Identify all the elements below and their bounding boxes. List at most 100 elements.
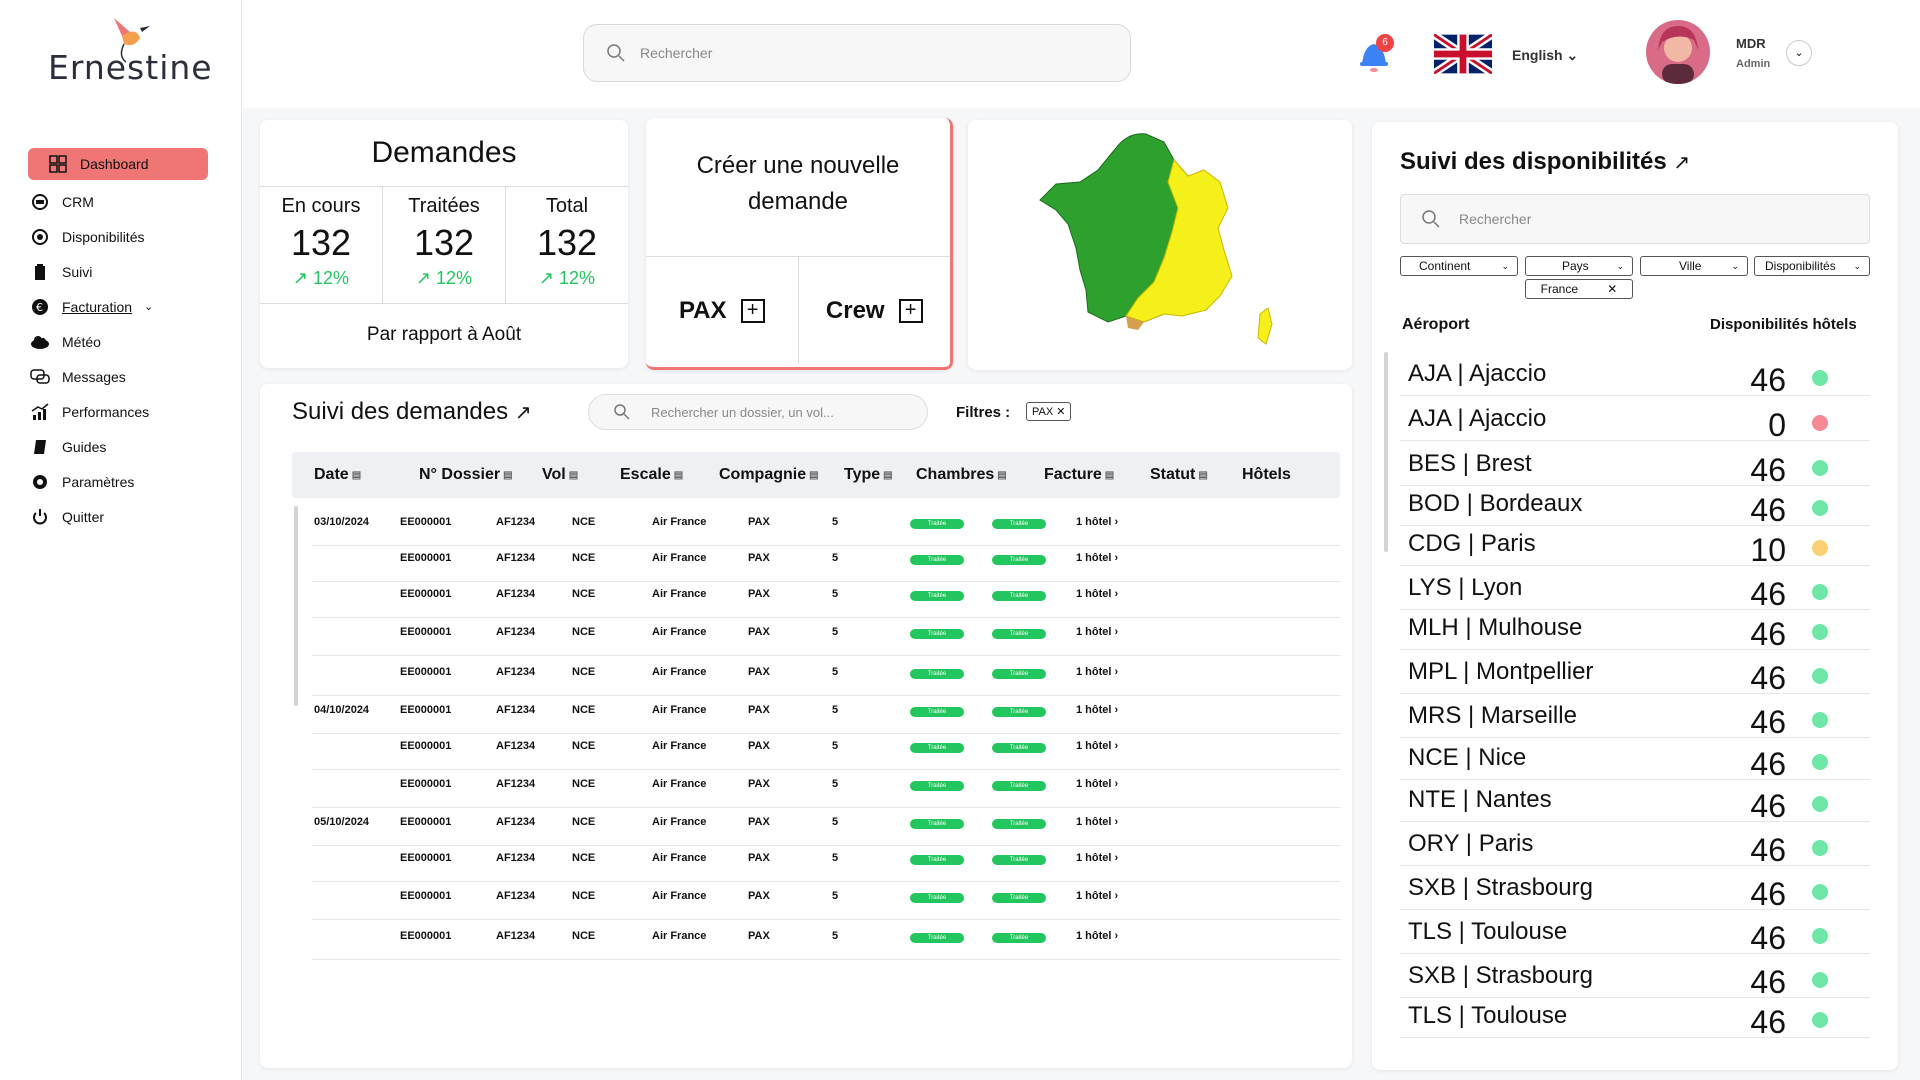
sidebar-item-quitter[interactable]: Quitter [28,499,208,534]
cell-facture: Traitée [910,552,964,565]
sidebar-item-label: Suivi [62,263,93,280]
cell-hotels[interactable]: 1 hôtel › [1076,704,1119,716]
list-item[interactable]: MRS | Marseille 46 [1400,694,1870,740]
table-row[interactable]: EE000001 AF1234 NCE Air France PAX 5 Traitée Tr… [312,612,1340,656]
france-map-card[interactable] [968,120,1352,370]
sidebar-item-meteo[interactable]: Météo [28,324,208,359]
list-item[interactable]: SXB | Strasbourg 46 [1400,954,1870,1000]
language-select[interactable]: English ⌄ [1512,47,1578,64]
cell-hotels[interactable]: 1 hôtel › [1076,778,1119,790]
filter-chip-france[interactable]: France ✕ [1525,279,1633,299]
close-icon[interactable]: ✕ [1607,282,1618,296]
status-dot-icon [1812,370,1828,386]
cell-hotels[interactable]: 1 hôtel › [1076,552,1119,564]
list-item[interactable]: SXB | Strasbourg 46 [1400,866,1870,912]
list-item[interactable]: NTE | Nantes 46 [1400,778,1870,824]
status-badge: Traitée [910,669,964,679]
cell-hotels[interactable]: 1 hôtel › [1076,666,1119,678]
col-hotels[interactable]: Hôtels [1242,466,1291,483]
sidebar-item-messages[interactable]: Messages [28,359,208,394]
cell-compagnie: Air France [652,704,707,716]
cell-hotels[interactable]: 1 hôtel › [1076,816,1119,828]
cell-hotels[interactable]: 1 hôtel › [1076,852,1119,864]
list-item[interactable]: MLH | Mulhouse 46 [1400,606,1870,652]
cell-date: 05/10/2024 [314,816,370,828]
availability-value: 46 [1750,788,1786,824]
dispo-scrollbar[interactable] [1384,352,1388,552]
filter-tag-pax[interactable]: PAX ✕ [1026,402,1072,421]
list-item[interactable]: AJA | Ajaccio 0 [1400,397,1870,443]
sidebar-item-crm[interactable]: CRM [28,184,208,219]
table-row[interactable]: EE000001 AF1234 NCE Air France PAX 5 Traitée Tr… [312,726,1340,770]
dispo-search-input[interactable]: Rechercher [1400,194,1870,244]
external-link-icon[interactable]: ↗ [514,402,532,424]
table-row[interactable]: EE000001 AF1234 NCE Air France PAX 5 Traitée Tr… [312,838,1340,882]
cell-hotels[interactable]: 1 hôtel › [1076,740,1119,752]
sidebar-item-facturation[interactable]: € Facturation ⌄ [28,289,208,324]
create-pax-button[interactable]: PAX + [646,257,799,364]
table-row[interactable]: 03/10/2024 EE000001 AF1234 NCE Air France PAX… [312,502,1340,546]
list-item[interactable]: LYS | Lyon 46 [1400,566,1870,612]
notification-bell[interactable]: 6 [1358,34,1394,74]
filter-ville[interactable]: Ville ⌄ [1640,256,1748,276]
avatar[interactable] [1646,20,1710,84]
sidebar-item-parametres[interactable]: Paramètres [28,464,208,499]
table-row[interactable]: EE000001 AF1234 NCE Air France PAX 5 Traitée Tr… [312,916,1340,960]
list-item[interactable]: BOD | Bordeaux 46 [1400,482,1870,528]
cell-chambres: 5 [832,516,839,528]
table-row[interactable]: 05/10/2024 EE000001 AF1234 NCE Air France PAX… [312,802,1340,846]
table-row[interactable]: EE000001 AF1234 NCE Air France PAX 5 Traitée Tr… [312,538,1340,582]
table-row[interactable]: 04/10/2024 EE000001 AF1234 NCE Air France PAX… [312,690,1340,734]
cell-hotels[interactable]: 1 hôtel › [1076,588,1119,600]
sidebar-item-label: Performances [62,403,150,420]
sidebar-item-dashboard[interactable]: Dashboard [28,148,208,180]
list-item[interactable]: BES | Brest 46 [1400,442,1870,488]
dossier-search-input[interactable]: Rechercher un dossier, un vol... [588,394,928,430]
col-vol[interactable]: Vol ▤ [542,466,579,483]
logo[interactable]: Ernestine [44,14,212,94]
sidebar-item-label: Météo [62,333,101,350]
sidebar-item-suivi[interactable]: Suivi [28,254,208,289]
list-item[interactable]: TLS | Toulouse 46 [1400,994,1870,1040]
uk-flag-icon[interactable] [1431,31,1495,77]
table-row[interactable]: EE000001 AF1234 NCE Air France PAX 5 Traitée Tr… [312,876,1340,920]
col-escale[interactable]: Escale ▤ [620,466,684,483]
cell-hotels[interactable]: 1 hôtel › [1076,516,1119,528]
external-link-icon[interactable]: ↗ [1673,151,1691,174]
user-menu-button[interactable]: ⌄ [1786,40,1812,66]
sidebar-item-label: Disponibilités [62,228,145,245]
cell-hotels[interactable]: 1 hôtel › [1076,626,1119,638]
col-date[interactable]: Date ▤ [314,466,362,483]
stat-traitees: Traitées 132 ↗ 12% [383,187,506,303]
col-dossier[interactable]: N° Dossier ▤ [419,466,513,483]
chevron-down-icon[interactable]: ⌄ [144,301,154,313]
filter-disponibilites[interactable]: Disponibilités ⌄ [1754,256,1870,276]
list-item[interactable]: AJA | Ajaccio 46 [1400,352,1870,398]
table-scrollbar[interactable] [294,506,298,706]
col-facture[interactable]: Facture ▤ [1044,466,1115,483]
sidebar-item-performances[interactable]: Performances [28,394,208,429]
list-item[interactable]: ORY | Paris 46 [1400,822,1870,868]
filter-continent[interactable]: Continent ⌄ [1400,256,1518,276]
create-crew-button[interactable]: Crew + [799,257,951,364]
list-item[interactable]: MPL | Montpellier 46 [1400,650,1870,696]
global-search-input[interactable]: Rechercher [583,24,1131,82]
col-statut[interactable]: Statut ▤ [1150,466,1208,483]
filter-pays[interactable]: Pays ⌄ [1525,256,1633,276]
col-type[interactable]: Type ▤ [844,466,893,483]
list-item[interactable]: CDG | Paris 10 [1400,522,1870,568]
close-icon[interactable]: ✕ [1053,406,1066,418]
cell-hotels[interactable]: 1 hôtel › [1076,930,1119,942]
table-row[interactable]: EE000001 AF1234 NCE Air France PAX 5 Traitée Tr… [312,764,1340,808]
status-badge: Traitée [992,519,1046,529]
cell-statut: Traitée [992,552,1046,565]
col-compagnie[interactable]: Compagnie ▤ [719,466,819,483]
cell-hotels[interactable]: 1 hôtel › [1076,890,1119,902]
table-row[interactable]: EE000001 AF1234 NCE Air France PAX 5 Traitée Tr… [312,652,1340,696]
list-item[interactable]: NCE | Nice 46 [1400,736,1870,782]
sidebar-item-disponibilites[interactable]: Disponibilités [28,219,208,254]
col-chambres[interactable]: Chambres ▤ [916,466,1007,483]
table-row[interactable]: EE000001 AF1234 NCE Air France PAX 5 Traitée Tr… [312,574,1340,618]
sidebar-item-guides[interactable]: Guides [28,429,208,464]
list-item[interactable]: TLS | Toulouse 46 [1400,910,1870,956]
